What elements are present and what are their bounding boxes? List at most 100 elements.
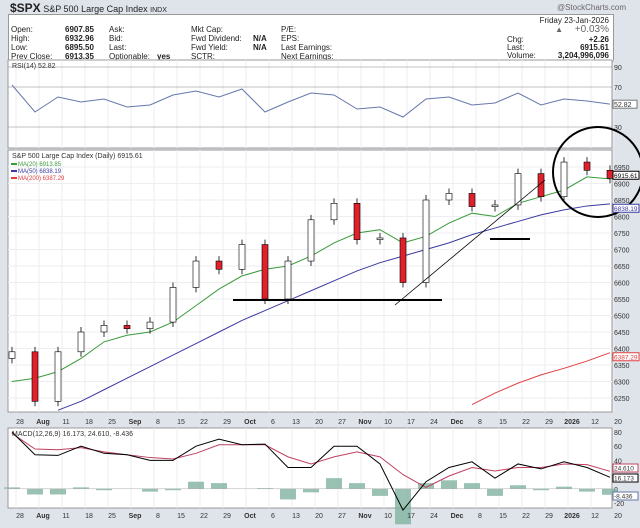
histogram-bar xyxy=(303,488,319,493)
exchange: INDX xyxy=(150,7,167,14)
quote-label: Bid: xyxy=(109,34,123,43)
histogram-bar xyxy=(211,483,227,489)
x-tick-bottom: 2026 xyxy=(564,513,580,520)
quote-label: Open: xyxy=(11,25,33,34)
quote-label: Next Earnings: xyxy=(281,52,334,61)
x-tick-bottom: 6 xyxy=(271,513,275,520)
chg-value: +2.26 xyxy=(588,35,609,44)
histogram-bar xyxy=(602,488,618,495)
histogram-bar xyxy=(280,488,296,500)
candle-body xyxy=(537,173,545,198)
histogram-bar xyxy=(165,488,181,491)
candle-body xyxy=(468,193,476,207)
x-tick: 20 xyxy=(315,419,323,426)
histogram-bar xyxy=(533,488,549,491)
x-tick-bottom: 15 xyxy=(499,513,507,520)
price-tag: 6838.19 xyxy=(614,206,638,213)
price-tag: 6915.61 xyxy=(614,173,638,180)
price-tick: 6600 xyxy=(614,281,630,288)
candle-body xyxy=(376,237,384,240)
price-tick: 6800 xyxy=(614,215,630,222)
x-tick: 15 xyxy=(499,419,507,426)
price-tag-box xyxy=(612,170,640,180)
quote-panel: Open: 6907.85 High: 6932.96 Low: 6895.50 Prev … xyxy=(8,14,614,62)
x-tick: Aug xyxy=(36,419,50,426)
quote-label: Fwd Yield: xyxy=(191,43,228,52)
quote-label: P/E: xyxy=(281,25,297,34)
x-tick-bottom: 10 xyxy=(384,513,392,520)
candle-body xyxy=(353,203,361,240)
quote-date: Friday 23-Jan-2026 xyxy=(539,16,609,25)
x-tick: Sep xyxy=(129,419,142,426)
x-tick-bottom: 27 xyxy=(338,513,346,520)
price-tick: 6850 xyxy=(614,198,630,205)
x-tick: 8 xyxy=(478,419,482,426)
price-tick: 6450 xyxy=(614,330,630,337)
price-tick: 6550 xyxy=(614,297,630,304)
x-tick-bottom: Sep xyxy=(129,513,142,520)
legend-entry: MA(20) 6913.85 xyxy=(18,162,62,168)
histogram-bar xyxy=(418,483,434,489)
quote-value: 6907.85 xyxy=(65,25,94,34)
candle-body xyxy=(491,204,499,207)
trend-line xyxy=(394,179,546,306)
macd-tick: 80 xyxy=(614,430,622,437)
volume-label: Volume: xyxy=(507,51,536,60)
candle-body xyxy=(445,193,453,201)
x-tick: 13 xyxy=(292,419,300,426)
x-tick: 29 xyxy=(223,419,231,426)
candle-body xyxy=(100,325,108,333)
x-tick-bottom: Aug xyxy=(36,513,50,520)
x-tick: 6 xyxy=(271,419,275,426)
macd-title: MACD(12,26,9) 16.173, 24.610, -8.436 xyxy=(12,431,133,438)
quote-value: 6932.96 xyxy=(65,34,94,43)
last-label: Last: xyxy=(507,43,525,52)
quote-label: Fwd Dividend: xyxy=(191,34,242,43)
legend-entry: MA(200) 6387.29 xyxy=(18,176,65,182)
x-tick-bottom: 18 xyxy=(85,513,93,520)
x-tick-bottom: 22 xyxy=(200,513,208,520)
quote-label: EPS: xyxy=(281,34,300,43)
candle-body xyxy=(54,351,62,402)
histogram-bar xyxy=(579,488,595,492)
quote-label: Low: xyxy=(11,43,28,52)
x-tick: 8 xyxy=(156,419,160,426)
price-tag-box xyxy=(612,203,640,213)
x-tick-bottom: 20 xyxy=(315,513,323,520)
x-tick: 11 xyxy=(62,419,69,426)
candle-body xyxy=(77,331,85,353)
histogram-bar xyxy=(50,488,66,495)
x-tick-bottom: 29 xyxy=(223,513,231,520)
histogram-bar xyxy=(510,485,526,489)
quote-value: 6895.50 xyxy=(65,43,94,52)
histogram-bar xyxy=(73,487,89,489)
quote-value: N/A xyxy=(253,34,267,43)
candle-body xyxy=(583,161,591,171)
x-tick-bottom: Oct xyxy=(244,513,256,520)
quote-label: Last Earnings: xyxy=(281,43,333,52)
candle-body xyxy=(606,170,614,179)
highlight-circle xyxy=(552,126,640,218)
candle-body xyxy=(8,351,16,359)
price-tag-box xyxy=(612,352,640,362)
price-tick: 6900 xyxy=(614,182,630,189)
x-tick-bottom: Nov xyxy=(358,513,371,520)
candle-body xyxy=(31,351,39,402)
histogram-bar xyxy=(188,481,204,489)
quote-label: Ask: xyxy=(109,25,125,34)
macd-tag-box xyxy=(612,473,639,483)
index-name: S&P 500 Large Cap Index xyxy=(43,4,148,14)
candle-body xyxy=(514,173,522,206)
quote-value: N/A xyxy=(253,43,267,52)
histogram-bar xyxy=(326,478,342,489)
volume-value: 3,204,996,096 xyxy=(557,51,609,60)
candle-body xyxy=(146,321,154,330)
price-tick: 6500 xyxy=(614,314,630,321)
macd-tag: -8.436 xyxy=(614,494,633,501)
x-tick: 27 xyxy=(338,419,346,426)
candle-body xyxy=(192,260,200,288)
legend-swatch xyxy=(11,170,17,172)
x-tick: 17 xyxy=(407,419,415,426)
ma200-line xyxy=(471,352,611,406)
